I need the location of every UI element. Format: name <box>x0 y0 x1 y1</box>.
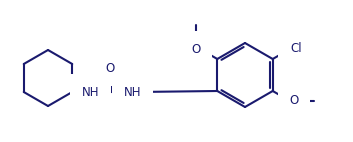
Text: O: O <box>191 42 201 56</box>
Text: NH: NH <box>124 85 141 99</box>
Text: Cl: Cl <box>290 42 302 56</box>
Text: NH: NH <box>82 85 99 99</box>
Text: O: O <box>289 94 299 107</box>
Text: O: O <box>106 61 115 75</box>
